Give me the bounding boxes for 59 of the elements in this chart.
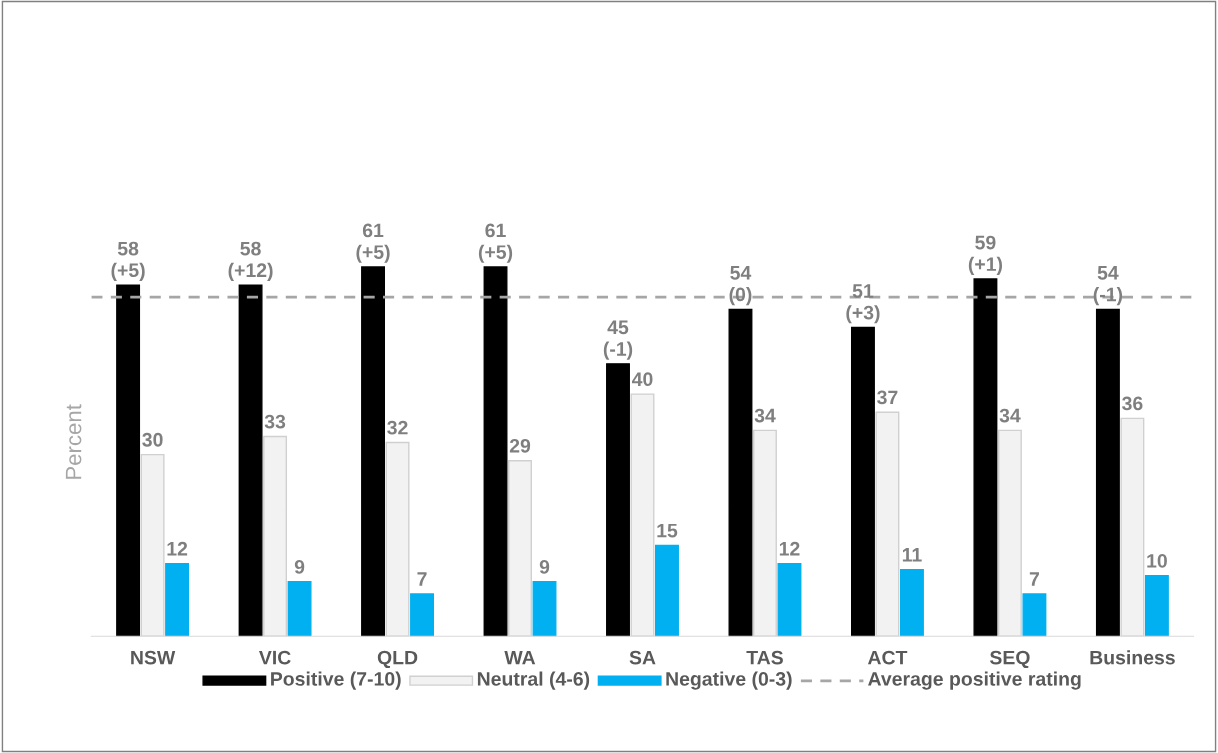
data-label: 45 (-1) [603,320,633,360]
bar [899,568,924,637]
y-axis-title: Percent [65,404,82,479]
bar [973,278,998,637]
x-tick-label: VIC [258,650,291,665]
data-label: 32 [387,420,408,435]
legend-label: Neutral (4-6) [477,671,590,690]
data-label: 61 (+5) [478,223,513,263]
data-label: 34 [999,408,1021,423]
bar [1022,593,1047,637]
data-label: 34 [754,408,776,423]
data-label: 61 (+5) [356,223,390,263]
bar [410,593,434,637]
x-tick-label: WA [504,650,536,665]
bar [165,562,190,637]
x-tick-label: TAS [746,650,783,665]
x-tick-label: NSW [131,650,176,665]
bar [606,363,630,637]
bar [728,308,753,637]
bar [1144,575,1169,637]
bar [287,581,312,637]
data-label: 15 [657,523,678,538]
bar [116,284,141,637]
data-label: 33 [264,414,286,429]
x-tick-label: QLD [377,650,418,669]
bar [361,266,386,637]
data-label: 9 [539,560,550,574]
data-label: 59 (+1) [968,235,1003,275]
data-label: 36 [1122,396,1143,411]
x-tick-label: SEQ [989,650,1030,669]
data-label: 37 [877,390,898,405]
data-label: 30 [142,432,163,447]
bar [532,581,557,637]
data-label: 10 [1147,553,1167,568]
bar [850,326,875,637]
data-label: 12 [167,541,188,556]
bar [1095,308,1120,637]
data-label: 11 [902,548,922,562]
data-label: 58 (+12) [228,241,273,281]
bar [238,284,263,637]
legend-label: Average positive rating [868,671,1081,690]
legend-label: Negative (0-3) [666,671,792,690]
x-tick-label: Business [1090,650,1175,665]
data-label: 54 (-1) [1093,266,1123,306]
bar [655,544,679,637]
bar [777,562,802,637]
legend-label: Positive (7-10) [271,671,401,690]
x-tick-label: ACT [867,650,908,665]
data-label: 7 [1029,572,1039,586]
data-label: 9 [294,560,305,574]
data-label: 40 [631,372,653,387]
data-label: 51 (+3) [846,284,880,324]
data-label: 58 (+5) [111,241,145,281]
data-label: 29 [509,438,531,453]
data-label: 54 (0) [729,266,752,306]
data-label: 7 [417,572,427,586]
x-tick-label: SA [629,650,656,665]
bar [483,266,508,637]
data-label: 12 [779,541,800,556]
